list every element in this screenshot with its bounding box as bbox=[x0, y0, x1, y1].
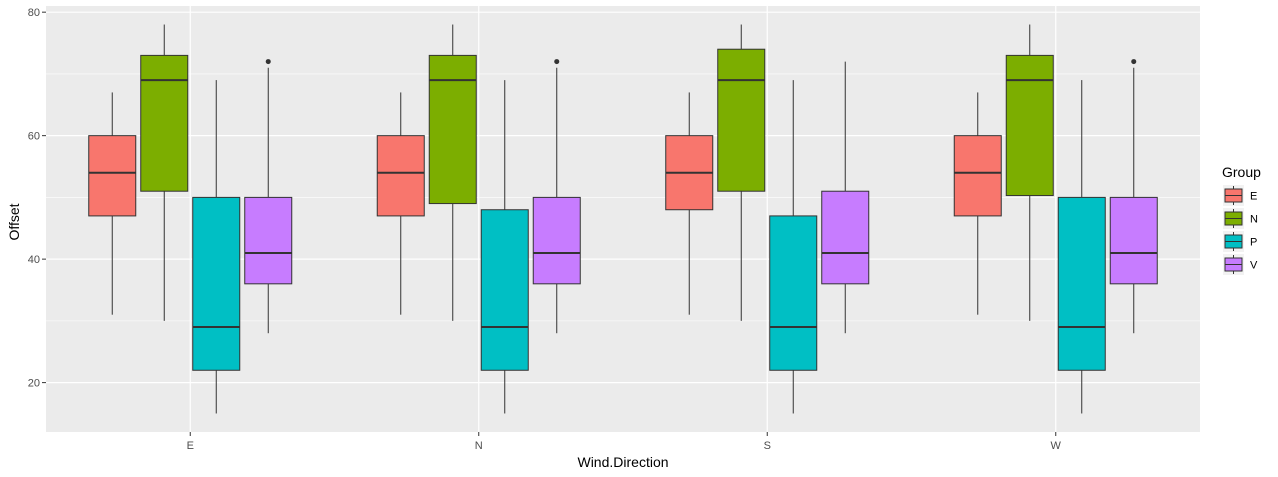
box-body bbox=[532, 196, 581, 285]
grid-lines bbox=[46, 6, 1200, 432]
box-N-S bbox=[717, 24, 766, 321]
box-body bbox=[1109, 196, 1158, 285]
box-body bbox=[1057, 196, 1106, 371]
box-E-E bbox=[88, 92, 137, 315]
box-body bbox=[821, 190, 870, 285]
x-axis-title: Wind.Direction bbox=[577, 454, 668, 470]
box-P-W bbox=[1057, 80, 1106, 414]
x-tick-label: E bbox=[187, 440, 194, 452]
legend-label: V bbox=[1250, 260, 1258, 272]
box-N-E bbox=[140, 24, 189, 321]
outlier-point bbox=[554, 59, 560, 65]
box-body bbox=[428, 54, 477, 205]
box-body bbox=[140, 54, 189, 192]
legend-item-E: E bbox=[1223, 185, 1257, 206]
box-N-W bbox=[1005, 24, 1054, 321]
y-tick-label: 20 bbox=[28, 378, 40, 390]
axes: 20 40 60 80 E N S W bbox=[28, 7, 1062, 452]
x-tick-label: S bbox=[764, 440, 771, 452]
box-body bbox=[376, 135, 425, 217]
box-body bbox=[88, 135, 137, 217]
outlier-point bbox=[265, 59, 271, 65]
box-P-E bbox=[192, 80, 241, 414]
legend-label: P bbox=[1250, 237, 1257, 249]
legend-item-V: V bbox=[1223, 254, 1258, 275]
boxes bbox=[88, 24, 1158, 414]
box-V-N bbox=[532, 59, 581, 334]
box-body bbox=[1005, 54, 1054, 197]
box-body bbox=[717, 48, 766, 192]
box-body bbox=[244, 196, 293, 285]
outlier-point bbox=[1131, 59, 1137, 65]
legend-title: Group bbox=[1222, 164, 1261, 180]
x-tick-label: N bbox=[475, 440, 483, 452]
box-body bbox=[192, 196, 241, 371]
legend-label: N bbox=[1250, 214, 1258, 226]
box-E-W bbox=[953, 92, 1002, 315]
box-V-S bbox=[821, 61, 870, 334]
y-tick-label: 60 bbox=[28, 131, 40, 143]
box-body bbox=[769, 215, 818, 371]
legend-item-N: N bbox=[1223, 208, 1258, 229]
box-body bbox=[953, 135, 1002, 217]
box-V-E bbox=[244, 59, 293, 334]
legend-item-P: P bbox=[1223, 231, 1257, 252]
box-N-N bbox=[428, 24, 477, 321]
box-P-S bbox=[769, 80, 818, 414]
box-E-S bbox=[665, 92, 714, 315]
y-tick-label: 80 bbox=[28, 7, 40, 19]
box-P-N bbox=[480, 80, 529, 414]
y-tick-label: 40 bbox=[28, 254, 40, 266]
box-E-N bbox=[376, 92, 425, 315]
box-body bbox=[480, 209, 529, 371]
box-V-W bbox=[1109, 59, 1158, 334]
y-axis-title: Offset bbox=[6, 203, 22, 240]
x-tick-label: W bbox=[1051, 440, 1062, 452]
legend-label: E bbox=[1250, 191, 1257, 203]
